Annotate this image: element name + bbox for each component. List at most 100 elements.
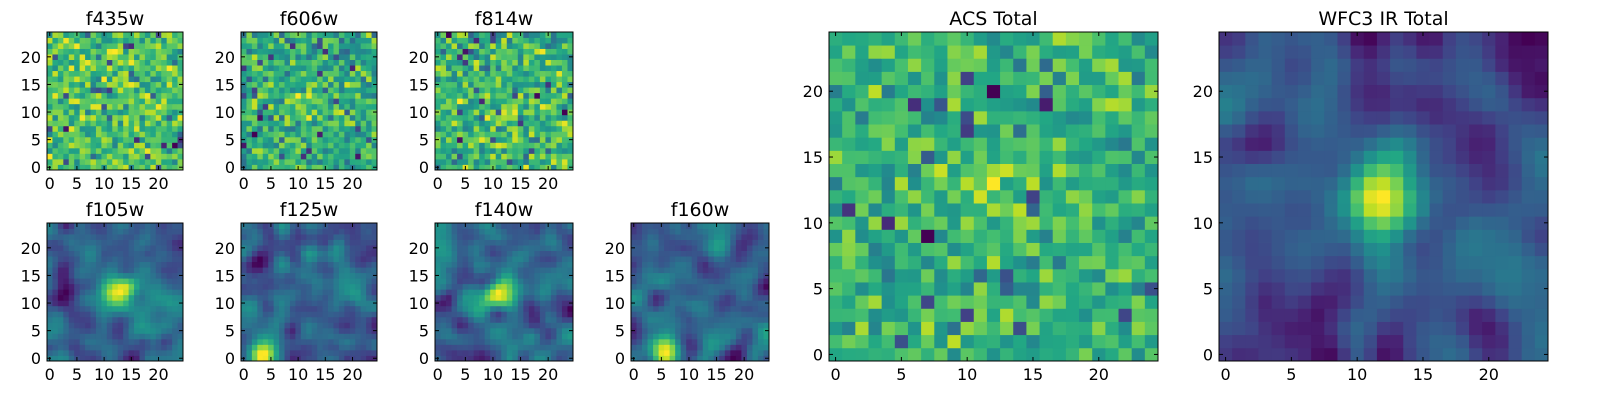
heatmap-cell xyxy=(440,261,447,268)
heatmap-cell xyxy=(664,278,671,285)
x-tick-label: 10 xyxy=(483,365,503,384)
heatmap-cell xyxy=(251,109,258,116)
heatmap-cell xyxy=(289,142,296,149)
heatmap-cell xyxy=(338,109,345,116)
heatmap-cell xyxy=(338,136,345,143)
heatmap-cell xyxy=(457,327,463,334)
heatmap-cell xyxy=(934,268,948,283)
heatmap-cell xyxy=(691,245,698,251)
heatmap-cell xyxy=(106,109,113,116)
heatmap-cell xyxy=(322,272,329,279)
heatmap-cell xyxy=(550,223,557,229)
heatmap-cell xyxy=(501,256,508,263)
heatmap-cell xyxy=(561,267,568,274)
heatmap-cell xyxy=(561,81,568,88)
heatmap-cell xyxy=(338,267,345,274)
heatmap-cell xyxy=(79,70,86,77)
heatmap-cell xyxy=(328,327,334,334)
heatmap-cell xyxy=(85,142,91,149)
heatmap-cell xyxy=(150,98,157,105)
heatmap-cell xyxy=(506,81,513,88)
heatmap-cell xyxy=(1092,268,1106,283)
heatmap-cell xyxy=(161,70,168,77)
heatmap-cell xyxy=(501,70,508,77)
heatmap-cell xyxy=(123,283,129,290)
heatmap-cell xyxy=(63,333,70,340)
heatmap-cell xyxy=(366,289,372,296)
heatmap-cell xyxy=(664,283,671,290)
heatmap-cell xyxy=(251,48,258,55)
heatmap-cell xyxy=(139,311,146,318)
heatmap-cell xyxy=(117,245,124,251)
heatmap-cell xyxy=(523,142,530,149)
heatmap-cell xyxy=(52,32,59,38)
heatmap-cell xyxy=(556,267,563,274)
heatmap-cell xyxy=(986,242,1001,257)
heatmap-cell xyxy=(155,37,162,44)
heatmap-cell xyxy=(257,272,264,279)
heatmap-cell xyxy=(79,131,86,138)
heatmap-cell xyxy=(284,120,291,127)
heatmap-cell xyxy=(338,283,345,290)
heatmap-cell xyxy=(279,120,285,127)
heatmap-cell xyxy=(658,228,665,235)
heatmap-cell xyxy=(371,131,378,138)
heatmap-cell xyxy=(338,92,345,99)
heatmap-cell xyxy=(653,267,659,274)
heatmap-cell xyxy=(366,32,372,38)
heatmap-cell xyxy=(241,92,247,99)
heatmap-cell xyxy=(506,338,513,345)
heatmap-cell xyxy=(653,322,659,329)
heatmap-cell xyxy=(545,234,552,240)
heatmap-cell xyxy=(144,32,151,38)
heatmap-cell xyxy=(144,70,151,77)
heatmap-cell xyxy=(708,294,715,301)
heatmap-cell xyxy=(47,311,53,318)
heatmap-cell xyxy=(1039,203,1054,217)
heatmap-cell xyxy=(273,289,280,296)
heatmap-cell xyxy=(52,103,59,110)
heatmap-cell xyxy=(300,355,307,362)
heatmap-cell xyxy=(1000,334,1014,349)
heatmap-cell xyxy=(246,114,253,121)
y-tick-label: 0 xyxy=(225,158,235,177)
heatmap-cell xyxy=(446,250,452,257)
heatmap-cell xyxy=(366,349,372,356)
heatmap-cell xyxy=(47,120,53,127)
heatmap-cell xyxy=(1144,255,1159,270)
heatmap-cell xyxy=(1013,229,1027,243)
heatmap-cell xyxy=(636,305,643,312)
heatmap-cell xyxy=(300,59,307,66)
heatmap-cell xyxy=(473,32,480,38)
heatmap-cell xyxy=(344,278,351,285)
heatmap-cell xyxy=(550,87,557,94)
heatmap-cell xyxy=(534,136,541,143)
heatmap-cell xyxy=(289,305,296,312)
heatmap-cell xyxy=(523,37,530,44)
heatmap-cell xyxy=(713,289,720,296)
heatmap-cell xyxy=(161,283,168,290)
heatmap-cell xyxy=(561,131,568,138)
heatmap-cell xyxy=(106,92,113,99)
heatmap-cell xyxy=(479,120,486,127)
heatmap-cell xyxy=(349,234,356,240)
heatmap-cell xyxy=(435,250,441,257)
heatmap-cell xyxy=(517,316,524,323)
heatmap-cell xyxy=(268,300,275,307)
heatmap-cell xyxy=(328,125,334,132)
heatmap-cell xyxy=(155,142,162,149)
heatmap-cell xyxy=(735,239,742,246)
heatmap-cell xyxy=(74,37,81,44)
heatmap-cell xyxy=(355,164,362,171)
heatmap-cell xyxy=(523,278,530,285)
heatmap-cell xyxy=(268,158,275,165)
heatmap-cell xyxy=(457,272,463,279)
heatmap-cell xyxy=(279,234,285,240)
heatmap-cell xyxy=(355,239,362,246)
heatmap-cell xyxy=(311,289,318,296)
heatmap-cell xyxy=(123,316,129,323)
heatmap-cell xyxy=(52,48,59,55)
heatmap-cell xyxy=(669,256,676,263)
heatmap-cell xyxy=(317,65,323,72)
heatmap-cell xyxy=(484,142,491,149)
